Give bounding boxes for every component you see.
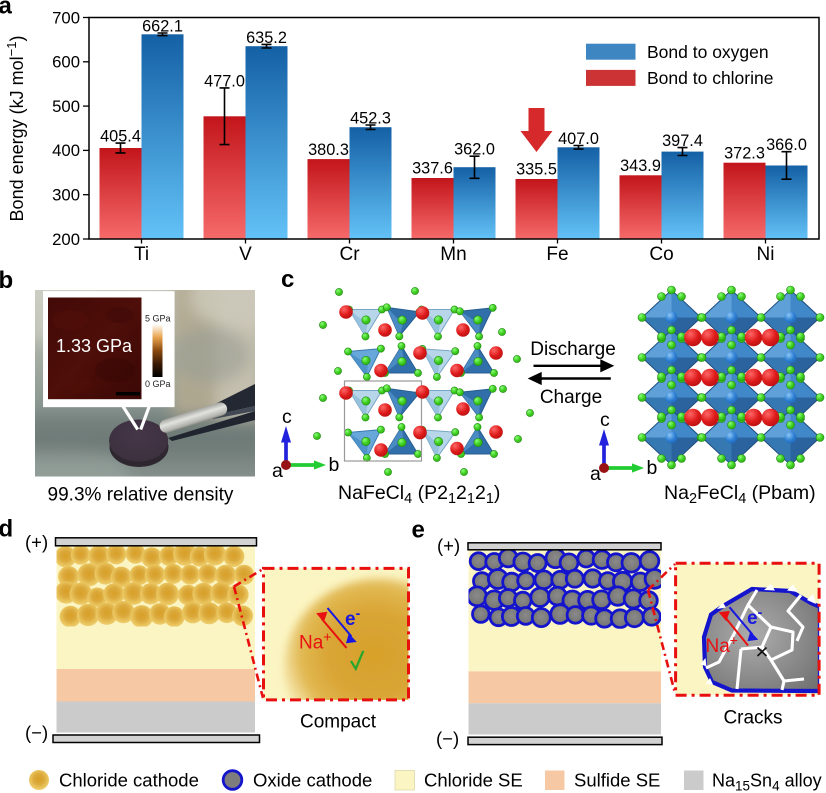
svg-text:1.33 GPa: 1.33 GPa <box>56 336 133 356</box>
svg-text:Bond to oxygen: Bond to oxygen <box>647 42 769 62</box>
svg-text:Chloride cathode: Chloride cathode <box>59 770 199 791</box>
svg-text:b: b <box>329 454 340 476</box>
svg-text:NaFeCl4 (P212121): NaFeCl4 (P212121) <box>338 482 500 507</box>
svg-text:Na2FeCl4 (Pbam): Na2FeCl4 (Pbam) <box>664 482 816 507</box>
svg-text:0 GPa: 0 GPa <box>145 379 171 389</box>
svg-text:e: e <box>412 517 425 544</box>
svg-text:b: b <box>647 457 658 479</box>
svg-text:V: V <box>239 244 252 265</box>
svg-text:Oxide cathode: Oxide cathode <box>253 770 372 791</box>
svg-text:366.0: 366.0 <box>766 136 807 154</box>
svg-text:700: 700 <box>52 8 80 27</box>
svg-text:Charge: Charge <box>540 387 602 408</box>
svg-text:5 GPa: 5 GPa <box>145 314 171 324</box>
svg-text:Bond energy (kJ mol−1): Bond energy (kJ mol−1) <box>4 36 28 222</box>
svg-text:600: 600 <box>52 53 80 72</box>
svg-text:Co: Co <box>649 244 673 265</box>
svg-text:a: a <box>590 463 601 485</box>
svg-text:500: 500 <box>52 97 80 116</box>
svg-text:300: 300 <box>52 186 80 205</box>
svg-text:200: 200 <box>52 230 80 249</box>
svg-text:372.3: 372.3 <box>724 144 765 162</box>
svg-text:400: 400 <box>52 141 80 160</box>
svg-text:405.4: 405.4 <box>100 128 141 146</box>
svg-text:99.3% relative density: 99.3% relative density <box>48 485 234 506</box>
svg-text:Ni: Ni <box>757 244 775 265</box>
svg-text:362.0: 362.0 <box>454 141 495 159</box>
svg-text:337.6: 337.6 <box>412 160 453 178</box>
svg-text:Cr: Cr <box>339 244 360 265</box>
svg-text:(−): (−) <box>436 728 459 749</box>
svg-text:397.4: 397.4 <box>662 132 703 150</box>
svg-text:Discharge: Discharge <box>530 339 616 360</box>
svg-text:Na15Sn4 alloy: Na15Sn4 alloy <box>712 771 822 793</box>
svg-text:343.9: 343.9 <box>620 157 661 175</box>
svg-text:Sulfide SE: Sulfide SE <box>574 770 660 791</box>
svg-text:Bond to chlorine: Bond to chlorine <box>647 68 773 88</box>
svg-text:380.3: 380.3 <box>308 141 349 159</box>
svg-text:b: b <box>0 267 13 294</box>
svg-text:a: a <box>0 0 13 20</box>
svg-text:Fe: Fe <box>546 244 568 265</box>
svg-text:Ti: Ti <box>134 244 149 265</box>
svg-text:407.0: 407.0 <box>558 130 599 148</box>
svg-text:d: d <box>0 516 13 543</box>
svg-text:(−): (−) <box>25 722 48 743</box>
svg-text:477.0: 477.0 <box>204 72 245 90</box>
svg-text:c: c <box>600 409 610 431</box>
svg-text:c: c <box>281 266 294 293</box>
svg-text:c: c <box>282 406 292 428</box>
svg-text:a: a <box>272 460 283 482</box>
svg-text:662.1: 662.1 <box>142 17 183 35</box>
svg-text:335.5: 335.5 <box>516 161 557 179</box>
svg-text:(+): (+) <box>437 535 460 556</box>
svg-text:452.3: 452.3 <box>350 109 391 127</box>
svg-text:Mn: Mn <box>440 244 466 265</box>
svg-text:635.2: 635.2 <box>246 29 287 47</box>
svg-text:(+): (+) <box>25 532 48 553</box>
svg-text:Cracks: Cracks <box>723 708 782 729</box>
svg-text:Compact: Compact <box>300 712 377 733</box>
svg-text:Chloride SE: Chloride SE <box>424 770 523 791</box>
